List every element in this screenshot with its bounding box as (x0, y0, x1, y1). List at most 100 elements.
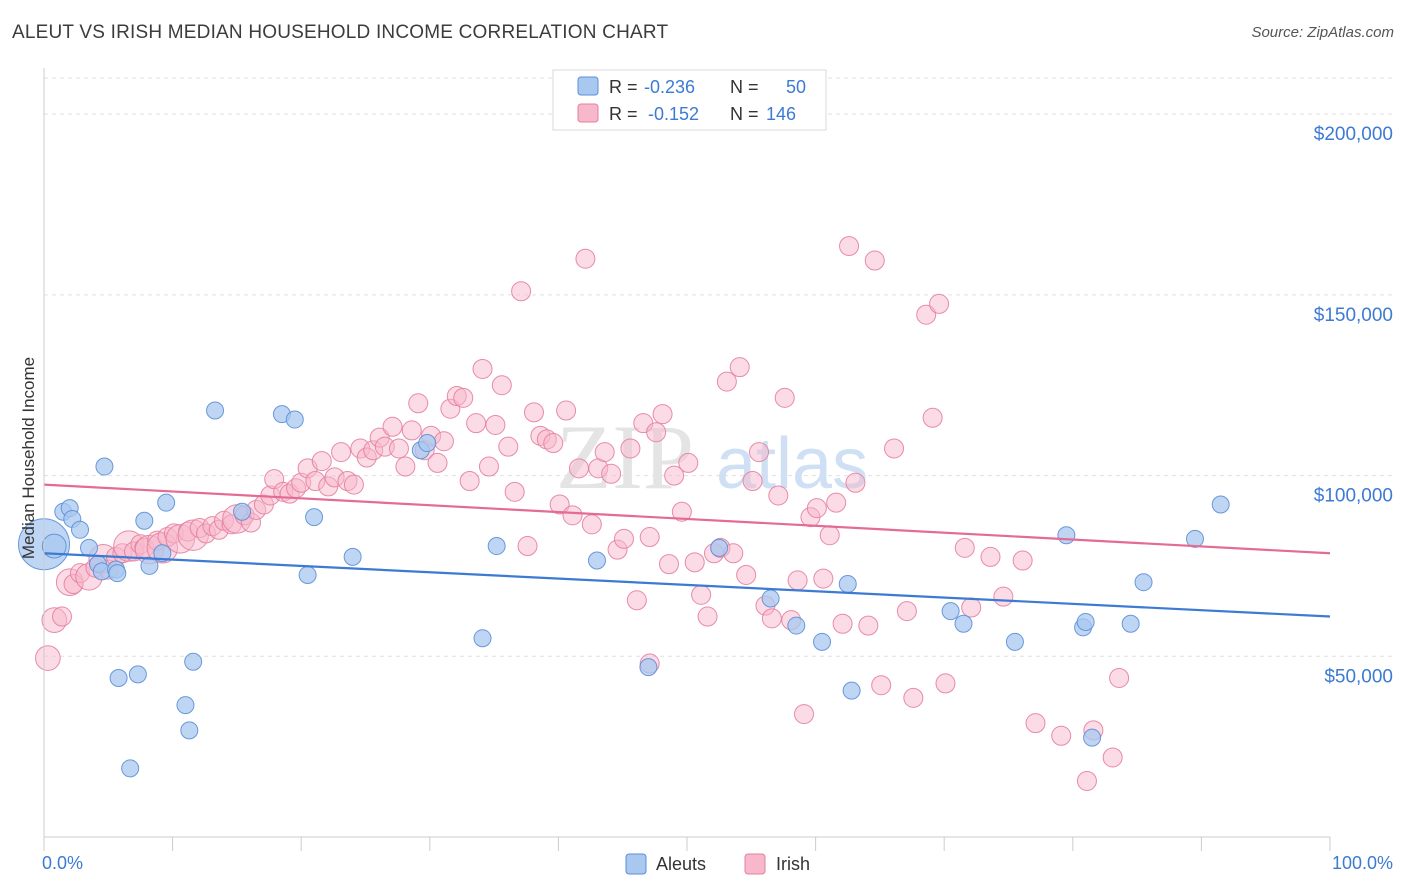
point-irish (575, 248, 596, 269)
y-tick-label: $150,000 (1314, 305, 1393, 326)
point-irish (729, 357, 750, 378)
point-irish (671, 501, 692, 522)
point-irish (871, 675, 892, 696)
legend-series: Aleuts Irish (625, 853, 810, 875)
x-tick-label: 0.0% (42, 853, 83, 873)
point-aleuts (71, 520, 90, 539)
point-aleuts (343, 547, 362, 566)
point-irish (1025, 713, 1046, 734)
point-irish (832, 613, 853, 634)
point-aleuts (842, 681, 861, 700)
point-aleuts (108, 564, 127, 583)
point-aleuts (813, 632, 832, 651)
point-aleuts (128, 665, 147, 684)
point-irish (845, 472, 866, 493)
point-irish (568, 458, 589, 479)
point-aleuts (710, 538, 729, 557)
point-irish (453, 387, 474, 408)
point-irish (1102, 747, 1123, 768)
point-irish (52, 606, 73, 627)
point-aleuts (206, 401, 225, 420)
legend-r-value: -0.152 (648, 104, 699, 124)
point-aleuts (176, 696, 195, 715)
point-irish (794, 704, 815, 725)
series-irish (35, 236, 1130, 791)
watermark-atlas: atlas (716, 424, 868, 504)
point-irish (929, 293, 950, 314)
watermark: ZIP atlas (556, 406, 868, 508)
point-irish (678, 452, 699, 473)
point-irish (472, 358, 493, 379)
point-irish (343, 474, 364, 495)
point-irish (601, 463, 622, 484)
point-irish (485, 414, 506, 435)
point-irish (1012, 550, 1033, 571)
point-irish (684, 552, 705, 573)
point-aleuts (157, 493, 176, 512)
legend-n-value: 50 (786, 77, 806, 97)
point-aleuts (838, 575, 857, 593)
point-aleuts (1211, 495, 1230, 514)
point-irish (35, 645, 61, 671)
point-irish (806, 498, 827, 519)
point-aleuts (1076, 612, 1095, 631)
point-irish (736, 564, 757, 585)
point-irish (903, 687, 924, 708)
point-irish (922, 407, 943, 428)
point-aleuts (180, 721, 199, 740)
point-irish (864, 250, 885, 271)
point-aleuts (135, 511, 154, 530)
legend-r-value: -0.236 (644, 77, 695, 97)
point-irish (664, 465, 685, 486)
point-irish (980, 546, 1001, 567)
point-irish (523, 402, 544, 423)
legend-r-label: R = (609, 104, 638, 124)
point-aleuts (587, 551, 606, 570)
point-irish (639, 527, 660, 548)
point-irish (774, 387, 795, 408)
point-irish (594, 442, 615, 463)
trend-layer (43, 483, 1331, 618)
point-irish (826, 492, 847, 513)
point-aleuts (298, 565, 317, 584)
point-irish (498, 436, 519, 457)
y-tick-label: $200,000 (1314, 124, 1393, 145)
legend-n-label: N = (730, 77, 759, 97)
point-irish (749, 442, 770, 463)
point-irish (517, 536, 538, 557)
point-irish (768, 485, 789, 506)
point-irish (466, 413, 487, 434)
point-irish (549, 494, 570, 515)
point-irish (543, 433, 564, 454)
point-irish (813, 568, 834, 589)
point-aleuts (1134, 573, 1153, 592)
point-irish (697, 606, 718, 627)
point-irish (646, 422, 667, 443)
y-tick-label: $100,000 (1314, 486, 1393, 507)
legend-swatch-aleuts (577, 76, 599, 96)
point-aleuts (153, 544, 172, 563)
point-irish (839, 236, 860, 257)
point-irish (1076, 770, 1097, 791)
legend-bottom-swatch-irish (744, 853, 766, 875)
point-irish (787, 570, 808, 591)
point-irish (388, 438, 409, 459)
watermark-zip: ZIP (556, 406, 694, 508)
point-aleuts (787, 616, 806, 635)
point-irish (581, 514, 602, 535)
point-aleuts (1057, 526, 1076, 545)
point-aleuts (184, 652, 203, 671)
point-aleuts (639, 658, 658, 677)
points-layer (18, 236, 1230, 791)
point-irish (427, 452, 448, 473)
legend-n-label: N = (730, 104, 759, 124)
point-aleuts (140, 556, 159, 575)
point-irish (691, 584, 712, 605)
point-irish (819, 525, 840, 546)
point-aleuts (473, 629, 492, 648)
y-axis-label: Median Household Income (19, 357, 38, 559)
point-irish (896, 601, 917, 622)
point-irish (954, 537, 975, 558)
legend-swatch-irish (577, 103, 599, 123)
point-irish (562, 505, 583, 526)
